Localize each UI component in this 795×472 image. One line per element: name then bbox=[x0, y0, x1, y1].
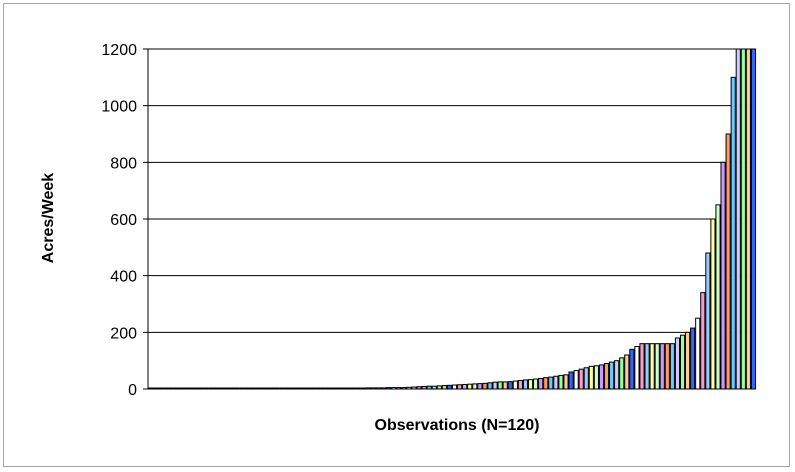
bar bbox=[654, 343, 660, 390]
bar bbox=[715, 204, 721, 390]
bar bbox=[533, 378, 539, 390]
bar bbox=[745, 48, 751, 390]
bar bbox=[457, 384, 463, 390]
x-axis-title: Observations (N=120) bbox=[375, 417, 540, 434]
bar bbox=[462, 383, 468, 390]
bar bbox=[512, 380, 518, 390]
bar bbox=[558, 374, 564, 390]
bar bbox=[695, 317, 701, 390]
bar bbox=[497, 381, 503, 390]
bar bbox=[527, 379, 534, 390]
bar bbox=[578, 368, 584, 390]
y-tick-label: 1200 bbox=[101, 42, 137, 59]
bar bbox=[619, 357, 625, 390]
bar bbox=[659, 343, 665, 390]
bar bbox=[664, 343, 670, 390]
bar bbox=[583, 367, 589, 390]
axes bbox=[147, 49, 756, 390]
bar bbox=[482, 382, 488, 390]
bar bbox=[593, 365, 599, 390]
bar bbox=[609, 361, 615, 390]
bar bbox=[690, 327, 696, 390]
bar bbox=[603, 363, 610, 390]
bar bbox=[568, 371, 574, 390]
bar bbox=[588, 365, 594, 390]
bar bbox=[517, 380, 523, 390]
bar bbox=[700, 292, 706, 390]
bar bbox=[735, 48, 741, 390]
bar bbox=[649, 343, 655, 390]
bar bbox=[679, 334, 686, 390]
bar bbox=[685, 331, 691, 390]
y-tick-label: 800 bbox=[110, 155, 137, 172]
bar bbox=[730, 76, 736, 390]
y-tick-label: 400 bbox=[110, 269, 137, 286]
bar bbox=[614, 360, 620, 390]
bar bbox=[548, 376, 554, 390]
bar bbox=[543, 377, 549, 390]
bar bbox=[477, 383, 483, 390]
bar bbox=[639, 343, 645, 390]
bar bbox=[710, 218, 716, 390]
bar bbox=[451, 384, 458, 390]
bar bbox=[669, 343, 675, 390]
bar bbox=[502, 381, 508, 390]
bar bbox=[446, 384, 453, 390]
bar bbox=[507, 381, 513, 390]
bar bbox=[725, 133, 731, 390]
bar bbox=[573, 370, 579, 390]
chart-frame bbox=[3, 3, 790, 467]
gridlines bbox=[143, 48, 756, 390]
y-tick-label: 1000 bbox=[101, 99, 137, 116]
bar bbox=[629, 348, 635, 390]
bar bbox=[492, 381, 498, 390]
bar bbox=[441, 385, 447, 390]
bar bbox=[740, 48, 746, 390]
bar bbox=[538, 378, 544, 390]
bar bbox=[472, 383, 478, 390]
bar bbox=[598, 364, 605, 390]
bar bbox=[644, 343, 650, 390]
bar bbox=[634, 346, 640, 390]
y-axis-title: Acres/Week bbox=[40, 173, 57, 264]
bar bbox=[467, 383, 473, 390]
bar bbox=[720, 161, 726, 390]
y-tick-label: 0 bbox=[128, 382, 137, 399]
bar bbox=[553, 375, 559, 390]
bar bbox=[705, 252, 711, 390]
y-tick-label: 200 bbox=[110, 325, 137, 342]
bar bbox=[624, 354, 630, 390]
bars bbox=[147, 48, 757, 390]
y-tick-labels: 0 200 400 600 800 1000 1200 bbox=[101, 42, 137, 399]
bar bbox=[674, 337, 681, 390]
bar bbox=[750, 48, 757, 390]
bar bbox=[563, 374, 569, 390]
bar bbox=[522, 379, 529, 390]
y-tick-label: 600 bbox=[110, 212, 137, 229]
bar bbox=[487, 382, 493, 390]
